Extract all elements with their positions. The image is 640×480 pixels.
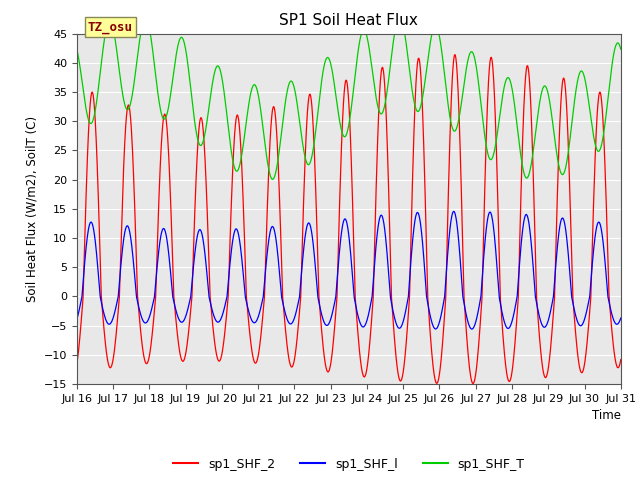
- Line: sp1_SHF_T: sp1_SHF_T: [77, 16, 621, 180]
- sp1_SHF_2: [570, 300, 577, 305]
- sp1_SHF_l: [365, 312, 372, 318]
- sp1_SHF_l: [508, 321, 515, 327]
- Legend: sp1_SHF_2, sp1_SHF_l, sp1_SHF_T: sp1_SHF_2, sp1_SHF_l, sp1_SHF_T: [168, 453, 530, 476]
- sp1_SHF_T: [508, 82, 515, 87]
- sp1_SHF_l: [450, 208, 458, 214]
- sp1_SHF_T: [584, 96, 592, 102]
- sp1_SHF_l: [225, 277, 232, 283]
- sp1_SHF_2: [469, 381, 477, 386]
- sp1_SHF_l: [73, 316, 81, 322]
- sp1_SHF_T: [73, 47, 81, 52]
- sp1_SHF_2: [508, 374, 515, 380]
- sp1_SHF_T: [396, 13, 403, 19]
- sp1_SHF_l: [468, 326, 476, 332]
- sp1_SHF_T: [570, 109, 577, 115]
- sp1_SHF_T: [269, 177, 276, 182]
- sp1_SHF_2: [451, 52, 459, 58]
- sp1_SHF_T: [365, 42, 372, 48]
- sp1_SHF_l: [584, 300, 592, 306]
- sp1_SHF_l: [376, 214, 384, 219]
- Text: TZ_osu: TZ_osu: [88, 21, 132, 34]
- Line: sp1_SHF_2: sp1_SHF_2: [77, 55, 621, 384]
- sp1_SHF_T: [617, 47, 625, 52]
- sp1_SHF_2: [73, 361, 81, 367]
- sp1_SHF_2: [365, 355, 372, 360]
- sp1_SHF_T: [225, 126, 232, 132]
- sp1_SHF_2: [225, 285, 232, 291]
- sp1_SHF_2: [617, 357, 625, 362]
- sp1_SHF_l: [570, 301, 577, 307]
- sp1_SHF_l: [617, 315, 625, 321]
- Y-axis label: Soil Heat Flux (W/m2), SoilT (C): Soil Heat Flux (W/m2), SoilT (C): [25, 116, 38, 302]
- X-axis label: Time: Time: [592, 409, 621, 422]
- sp1_SHF_T: [376, 111, 384, 117]
- sp1_SHF_2: [376, 81, 384, 87]
- sp1_SHF_2: [584, 326, 592, 332]
- Line: sp1_SHF_l: sp1_SHF_l: [77, 211, 621, 329]
- Title: SP1 Soil Heat Flux: SP1 Soil Heat Flux: [280, 13, 418, 28]
